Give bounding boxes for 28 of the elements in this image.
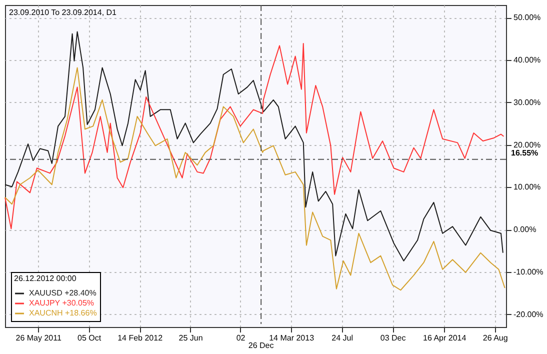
x-tick-label: 02: [236, 334, 246, 342]
x-tick-label: 03 Dec: [380, 334, 406, 342]
x-tick-label: 05 Oct: [78, 334, 102, 342]
y-tick-label: 50.00%: [514, 13, 541, 22]
x-tick-label: 14 Feb 2012: [118, 334, 164, 342]
x-tick-label: 14 Mar 2013: [269, 334, 315, 342]
x-tick-label: 25 Jun: [178, 334, 203, 342]
ref-line-label: 26 Dec: [248, 341, 274, 350]
chart-title: 23.09.2010 To 23.09.2014, D1: [9, 8, 118, 17]
y-tick-label: 40.00%: [514, 56, 541, 65]
line-series: [4, 43, 504, 230]
legend-label: XAUUSD +28.40%: [29, 288, 96, 298]
line-series: [4, 67, 506, 291]
y-tick-label: 10.00%: [514, 182, 541, 192]
ref-line-label: 16.55%: [511, 148, 538, 158]
y-tick-label: -20.00%: [514, 310, 544, 319]
y-tick-label: 0.00%: [514, 225, 536, 234]
x-tick-label: 24 Jul: [332, 334, 354, 342]
x-tick-label: 16 Apr 2014: [423, 334, 467, 342]
y-tick-label: 20.00%: [514, 140, 541, 150]
x-tick-label: 26 Aug: [482, 334, 508, 342]
legend-label: XAUJPY +30.05%: [29, 298, 94, 308]
y-tick-label: 30.00%: [514, 98, 541, 107]
y-tick-label: -10.00%: [514, 267, 544, 276]
x-tick-label: 26 May 2011: [16, 334, 62, 342]
legend-title: 26.12.2012 00:00: [14, 274, 77, 283]
line-series: [4, 31, 504, 262]
legend-label: XAUCNH +18.66%: [29, 308, 97, 318]
